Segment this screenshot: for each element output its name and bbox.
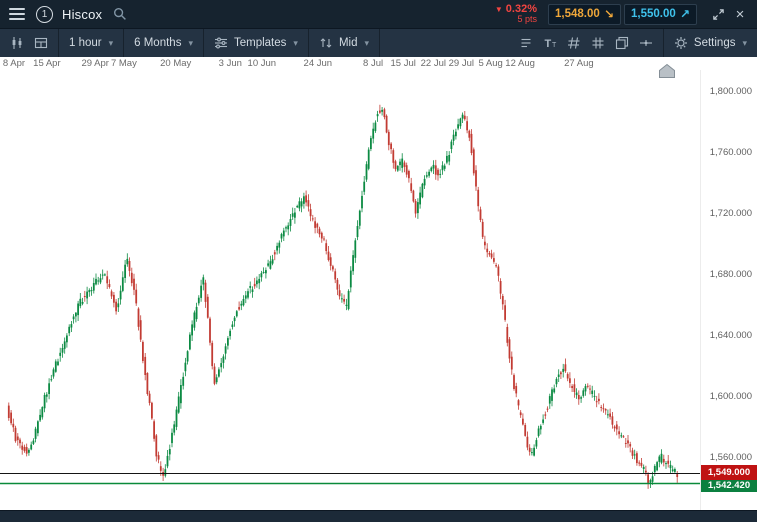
chevron-down-icon: ▾ (188, 37, 193, 48)
expand-button[interactable] (707, 3, 729, 25)
candlestick-icon (12, 37, 22, 49)
topbar: 1 Hiscox ▼ 0.32% 5 pts 1,548.00 ↘ 1,550.0… (0, 0, 757, 28)
cascade-windows-icon (615, 36, 628, 50)
y-axis-label: 1,640.000 (709, 329, 752, 341)
support-price-tag: 1,542.420 (701, 480, 757, 492)
sell-price-button[interactable]: 1,548.00 ↘ (548, 3, 621, 25)
y-axis-label: 1,600.000 (709, 390, 752, 402)
svg-text:T: T (552, 42, 557, 49)
buy-arrow-icon: ↗ (679, 7, 690, 21)
x-axis-label: 24 Jun (303, 58, 333, 69)
chart-plot[interactable] (0, 63, 700, 510)
sliders-icon (214, 37, 227, 49)
price-type-icon (320, 38, 332, 48)
y-axis-label: 1,760.000 (709, 147, 752, 159)
candlestick-chart[interactable] (0, 70, 700, 510)
range-value: 6 Months (134, 37, 182, 49)
hash-grid-icon (567, 37, 580, 49)
module-number-badge: 1 (36, 5, 53, 23)
instrument-name: Hiscox (62, 6, 103, 22)
change-points: 5 pts (517, 14, 537, 25)
layout-button[interactable] (29, 32, 53, 54)
pattern-button[interactable] (586, 32, 610, 54)
x-axis-label: 29 Jul (448, 58, 474, 69)
module-number: 1 (41, 8, 48, 20)
x-axis-label: 8 Apr (2, 58, 26, 69)
x-axis-label: 22 Jul (420, 58, 446, 69)
down-triangle-icon: ▼ (494, 5, 503, 14)
gridlines-button[interactable] (562, 32, 586, 54)
y-axis-label: 1,720.000 (709, 208, 752, 220)
x-axis-label: 29 Apr (81, 58, 109, 69)
x-axis: 8 Apr 15 Apr 29 Apr 7 May 20 May 3 Jun 10 Jun 2… (0, 57, 700, 70)
close-button[interactable]: × (729, 3, 751, 25)
chart-toolbar: 1 hour ▾ 6 Months ▾ Templates ▾ (0, 28, 757, 57)
pentagon-marker-icon (659, 63, 675, 78)
hamburger-icon (9, 8, 25, 20)
x-axis-label: 10 Jun (247, 58, 277, 69)
x-axis-label: 15 Apr (33, 58, 61, 69)
sell-price: 1,548.00 (555, 8, 600, 20)
templates-dropdown[interactable]: Templates ▾ (204, 29, 309, 57)
current-price-tag: 1,549.000 (701, 465, 757, 480)
x-axis-label: 3 Jun (218, 58, 242, 69)
x-axis-label: 20 May (160, 58, 192, 69)
candlestick-series (7, 104, 679, 489)
chevron-down-icon: ▾ (364, 37, 369, 48)
buy-price-button[interactable]: 1,550.00 ↗ (624, 3, 697, 25)
templates-label: Templates (233, 37, 287, 49)
range-dropdown[interactable]: 6 Months ▾ (124, 29, 204, 57)
x-axis-label: 8 Jul (363, 58, 384, 69)
svg-text:T: T (544, 38, 551, 50)
price-type-value: Mid (338, 37, 358, 49)
settings-dropdown[interactable]: Settings ▾ (662, 29, 757, 57)
pattern-grid-icon (592, 37, 604, 49)
y-axis: 1,800.000 1,760.000 1,720.000 1,680.000 1,64… (700, 70, 757, 510)
y-axis-label: 1,680.000 (709, 269, 752, 280)
latest-price-marker[interactable] (658, 63, 676, 84)
x-axis-label: 12 Aug (505, 58, 535, 69)
price-change: ▼ 0.32% 5 pts (495, 3, 537, 25)
x-axis-label: 27 Aug (564, 58, 594, 69)
expand-icon (712, 8, 724, 20)
menu-button[interactable] (6, 3, 28, 25)
x-axis-label: 15 Jul (390, 58, 416, 69)
chart-type-button[interactable] (5, 32, 29, 54)
chevron-down-icon: ▾ (293, 37, 298, 48)
search-icon (114, 7, 127, 20)
text-tool-icon: T T (544, 38, 557, 50)
change-percent: 0.32% (505, 3, 537, 15)
sell-arrow-icon: ↘ (603, 7, 614, 21)
buy-price: 1,550.00 (631, 8, 676, 20)
close-icon: × (735, 5, 745, 23)
interval-value: 1 hour (69, 37, 102, 49)
text-annotation-button[interactable]: T T (538, 32, 562, 54)
chart-scrollbar[interactable] (0, 510, 757, 522)
search-button[interactable] (109, 3, 131, 25)
x-axis-label: 7 May (110, 58, 137, 69)
chart-area: 8 Apr 15 Apr 29 Apr 7 May 20 May 3 Jun 10 Jun 2… (0, 57, 757, 510)
drawing-tools-icon (521, 38, 531, 48)
chevron-down-icon: ▾ (108, 37, 114, 48)
x-axis-label: 5 Aug (478, 58, 503, 69)
interval-dropdown[interactable]: 1 hour ▾ (59, 29, 125, 57)
crosshair-button[interactable] (634, 32, 658, 54)
drawing-tools-button[interactable] (514, 32, 538, 54)
cascade-windows-button[interactable] (610, 32, 634, 54)
layout-grid-icon (34, 37, 48, 49)
chevron-down-icon: ▾ (742, 37, 747, 48)
gear-icon (674, 37, 687, 49)
y-axis-label: 1,560.000 (709, 451, 752, 463)
y-axis-label: 1,800.000 (709, 86, 752, 98)
settings-label: Settings (693, 37, 736, 49)
price-type-dropdown[interactable]: Mid ▾ (309, 29, 380, 57)
crosshair-icon (639, 40, 652, 46)
